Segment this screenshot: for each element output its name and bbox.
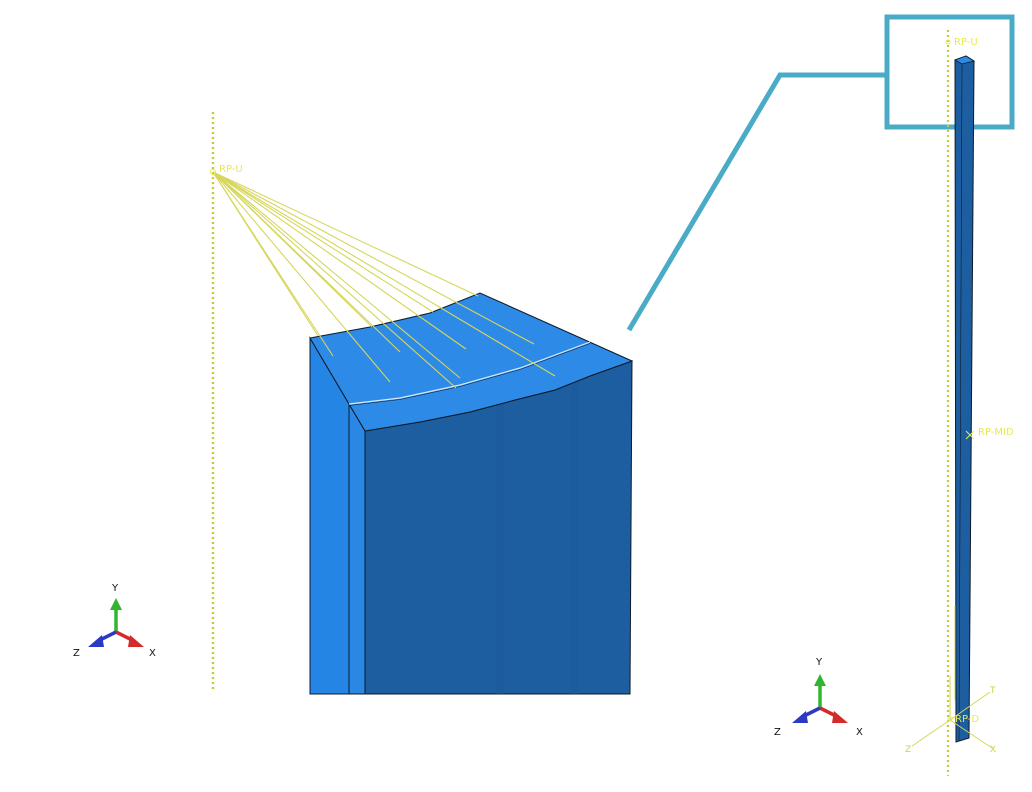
coupling-lines bbox=[212, 171, 556, 389]
csys-z-label: Z bbox=[905, 745, 911, 755]
callout-leader-line bbox=[626, 72, 887, 332]
slender-beam-edge bbox=[958, 63, 963, 741]
rp-mid-point: RP-MID bbox=[965, 427, 1014, 440]
overview-view: RP-U RP-MID T Z X RP-D bbox=[905, 30, 1014, 776]
rp-bottom-label: RP-D bbox=[955, 714, 979, 725]
triad-right-x-label: X bbox=[856, 727, 863, 738]
triad-left-z-label: Z bbox=[73, 648, 80, 659]
triad-left-x-arrow-icon bbox=[128, 635, 144, 647]
triad-left-y-label: Y bbox=[111, 583, 119, 594]
rp-u-detail-point: RP-U bbox=[210, 164, 243, 175]
rp-bottom-point: RP-D bbox=[947, 714, 979, 725]
beam-flange-strip bbox=[348, 402, 366, 695]
triad-right-z-label: Z bbox=[774, 727, 781, 738]
detail-view: RP-U bbox=[210, 112, 634, 695]
csys-t-label: T bbox=[989, 686, 996, 696]
top-partition-edge bbox=[348, 343, 591, 406]
callout-box bbox=[884, 14, 1015, 130]
triad-left-x-label: X bbox=[149, 648, 156, 659]
zoom-callout bbox=[626, 14, 1015, 332]
beam-top-face bbox=[309, 292, 634, 432]
triad-right-z-arrow-icon bbox=[792, 711, 808, 723]
triad-left-y-arrow-icon bbox=[110, 598, 122, 610]
rp-u-overview-point: RP-U bbox=[945, 37, 978, 48]
triad-right: Y X Z bbox=[774, 657, 863, 738]
top-partition-line bbox=[348, 341, 591, 405]
triad-right-y-label: Y bbox=[815, 657, 823, 668]
csys-x-label: X bbox=[990, 745, 996, 755]
bottom-csys bbox=[911, 606, 993, 749]
triad-left-z-arrow-icon bbox=[88, 635, 104, 647]
rp-u-overview-label: RP-U bbox=[954, 37, 978, 48]
triad-right-x-arrow-icon bbox=[832, 711, 848, 723]
slender-beam-top bbox=[954, 55, 976, 65]
triad-right-y-arrow-icon bbox=[814, 674, 826, 686]
triad-left: Y X Z bbox=[73, 583, 156, 659]
rp-mid-label: RP-MID bbox=[978, 427, 1014, 438]
slender-beam-body bbox=[954, 55, 975, 743]
rp-u-detail-label: RP-U bbox=[219, 164, 243, 175]
